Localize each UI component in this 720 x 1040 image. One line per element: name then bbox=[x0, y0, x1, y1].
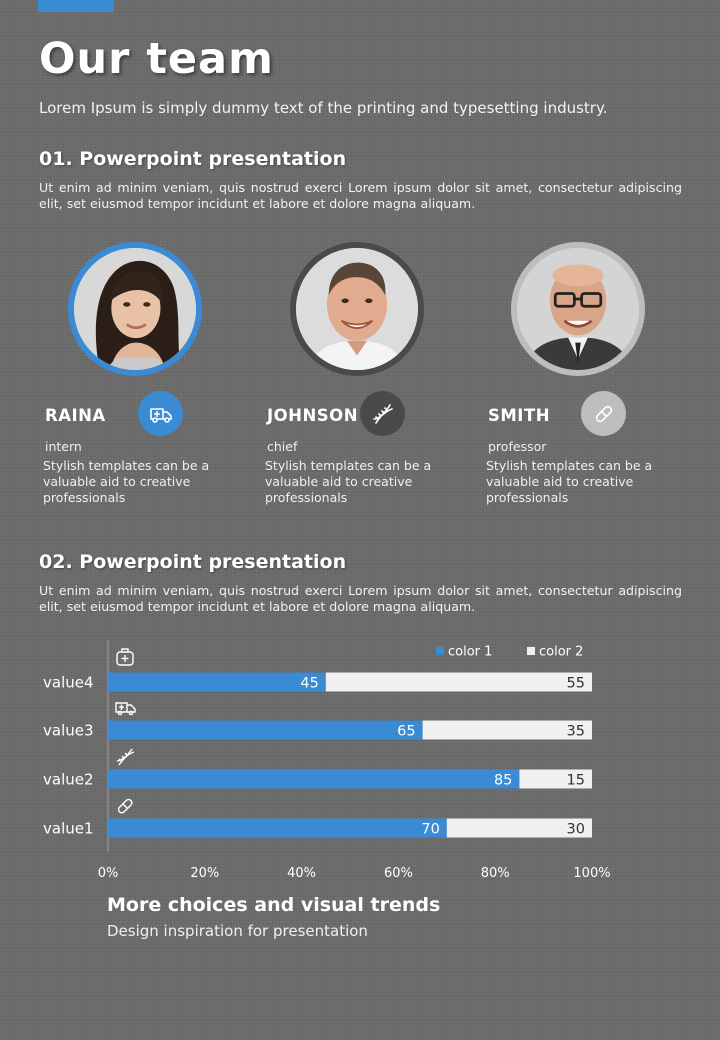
bar-series1 bbox=[108, 672, 326, 692]
member-role: intern bbox=[45, 439, 82, 454]
category-label: value1 bbox=[43, 820, 94, 838]
x-tick-label: 100% bbox=[573, 866, 610, 881]
bar-series2 bbox=[446, 818, 592, 838]
category-label: value3 bbox=[43, 722, 94, 740]
medical-bag-icon bbox=[116, 648, 134, 666]
member-name: JOHNSON bbox=[267, 406, 359, 425]
legend-swatch bbox=[527, 647, 535, 655]
team-member-raina: RAINA intern Stylish templates can be a … bbox=[42, 242, 262, 512]
bar-series1 bbox=[108, 769, 520, 789]
member-name: RAINA bbox=[45, 406, 106, 425]
member-description: Stylish templates can be a valuable aid … bbox=[486, 458, 653, 505]
pill-icon bbox=[581, 391, 626, 436]
data-label-series2: 35 bbox=[567, 724, 585, 740]
x-tick-label: 40% bbox=[287, 866, 316, 881]
data-label-series1: 65 bbox=[397, 724, 415, 740]
data-label-series2: 55 bbox=[567, 676, 585, 692]
accent-bar bbox=[38, 0, 114, 12]
member-description: Stylish templates can be a valuable aid … bbox=[43, 458, 210, 505]
data-label-series1: 70 bbox=[421, 822, 439, 838]
page-title: Our team bbox=[39, 34, 274, 84]
legend-label: color 1 bbox=[448, 645, 492, 660]
bar-series2 bbox=[519, 769, 592, 789]
data-label-series2: 15 bbox=[567, 773, 585, 789]
member-name: SMITH bbox=[488, 406, 551, 425]
legend-label: color 2 bbox=[539, 645, 583, 660]
bar-series1 bbox=[108, 818, 447, 838]
x-tick-label: 20% bbox=[190, 866, 219, 881]
x-tick-label: 80% bbox=[481, 866, 510, 881]
ambulance-icon bbox=[138, 391, 183, 436]
x-tick-label: 60% bbox=[384, 866, 413, 881]
stacked-bar-chart: 45 55 value4 65 35 value3 85 15 value2 70 30 value1… bbox=[43, 640, 611, 881]
avatar-johnson bbox=[290, 242, 424, 376]
dna-icon bbox=[116, 748, 135, 766]
footer-subtitle: Design inspiration for presentation bbox=[107, 922, 368, 940]
bar-series2 bbox=[325, 672, 592, 692]
section2-body: Ut enim ad minim veniam, quis nostrud ex… bbox=[39, 583, 682, 614]
bar-series2 bbox=[422, 720, 592, 740]
section2-title: 02. Powerpoint presentation bbox=[39, 551, 347, 573]
avatar-smith bbox=[511, 242, 645, 376]
avatar-raina bbox=[68, 242, 202, 376]
team-member-johnson: JOHNSON chief Stylish templates can be a… bbox=[264, 242, 484, 512]
section1-body: Ut enim ad minim veniam, quis nostrud ex… bbox=[39, 180, 682, 211]
x-tick-label: 0% bbox=[98, 866, 119, 881]
section1-title: 01. Powerpoint presentation bbox=[39, 148, 347, 170]
pill-icon bbox=[117, 798, 133, 814]
team-member-smith: SMITH professor Stylish templates can be… bbox=[485, 242, 705, 512]
page-subtitle: Lorem Ipsum is simply dummy text of the … bbox=[39, 99, 608, 117]
ambulance-icon bbox=[115, 702, 136, 716]
category-label: value4 bbox=[43, 674, 94, 692]
data-label-series1: 85 bbox=[494, 773, 512, 789]
bar-series1 bbox=[108, 720, 423, 740]
member-role: professor bbox=[488, 439, 547, 454]
legend-swatch bbox=[436, 647, 444, 655]
member-role: chief bbox=[267, 439, 298, 454]
category-label: value2 bbox=[43, 771, 94, 789]
footer-title: More choices and visual trends bbox=[107, 894, 441, 916]
member-description: Stylish templates can be a valuable aid … bbox=[265, 458, 432, 505]
data-label-series2: 30 bbox=[567, 822, 585, 838]
data-label-series1: 45 bbox=[300, 676, 318, 692]
dna-icon bbox=[360, 391, 405, 436]
